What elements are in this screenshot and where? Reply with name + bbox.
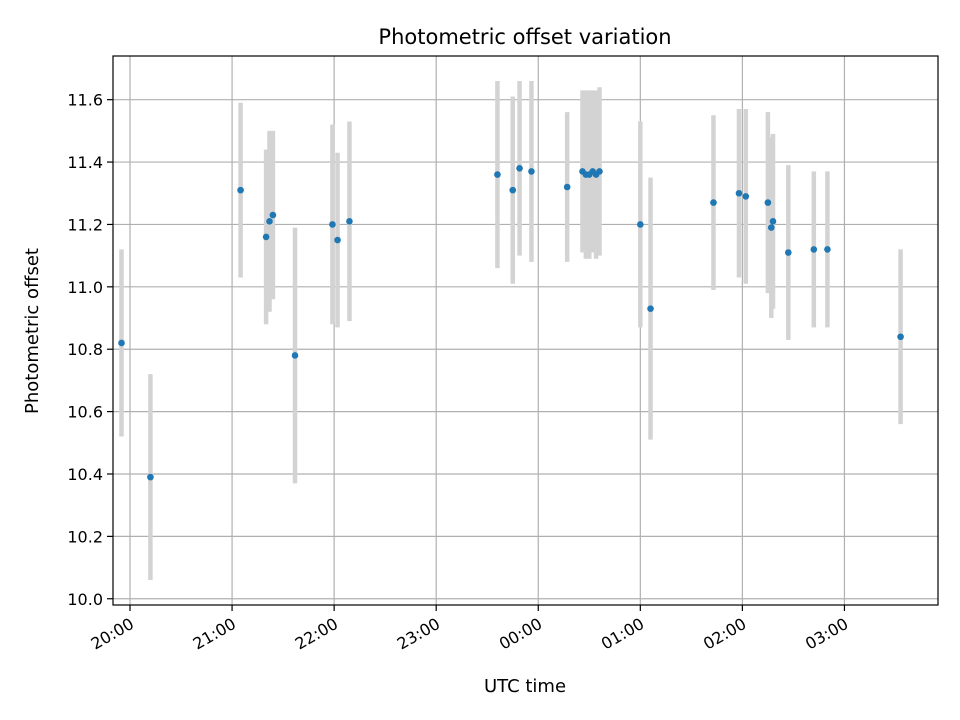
data-points [118, 164, 904, 481]
y-tick-label: 11.0 [67, 278, 103, 297]
y-axis-label: Photometric offset [22, 248, 43, 414]
data-point [810, 246, 818, 253]
data-point [710, 199, 717, 206]
data-point [824, 246, 831, 253]
data-point [563, 183, 571, 191]
data-point [516, 164, 523, 172]
data-point [262, 233, 270, 241]
data-point [266, 218, 273, 225]
y-tick-label: 11.6 [67, 91, 103, 110]
data-point [329, 221, 336, 228]
data-point [509, 186, 517, 194]
data-point [269, 211, 277, 219]
data-point [637, 221, 644, 228]
y-tick-label: 10.8 [67, 340, 103, 359]
data-point [742, 193, 750, 200]
data-point [735, 189, 743, 197]
y-tick-label: 11.2 [67, 215, 103, 234]
data-point [785, 249, 792, 256]
plot-area [113, 56, 938, 605]
data-point [897, 333, 904, 341]
data-point [237, 186, 244, 194]
data-point [528, 168, 535, 175]
data-point [291, 352, 299, 359]
chart-title: Photometric offset variation [378, 25, 671, 49]
data-point [647, 305, 654, 312]
y-tick-label: 10.6 [67, 403, 103, 422]
data-point [147, 473, 154, 481]
data-point [346, 218, 353, 225]
data-point [767, 224, 775, 231]
y-tick-label: 11.4 [67, 153, 103, 172]
plot-frame [112, 55, 939, 606]
data-point [494, 171, 501, 178]
data-point [118, 339, 125, 347]
data-point [769, 218, 777, 225]
data-point [596, 168, 603, 175]
y-tick-label: 10.2 [67, 527, 103, 546]
x-axis-label: UTC time [484, 676, 566, 697]
y-tick-label: 10.4 [67, 465, 103, 484]
data-point [764, 199, 772, 206]
y-axis-ticks: 10.0 10.2 10.4 10.6 10.8 11.0 11.2 11.4 11.6 [67, 91, 113, 609]
data-point [334, 236, 341, 244]
y-tick-label: 10.0 [67, 590, 103, 609]
